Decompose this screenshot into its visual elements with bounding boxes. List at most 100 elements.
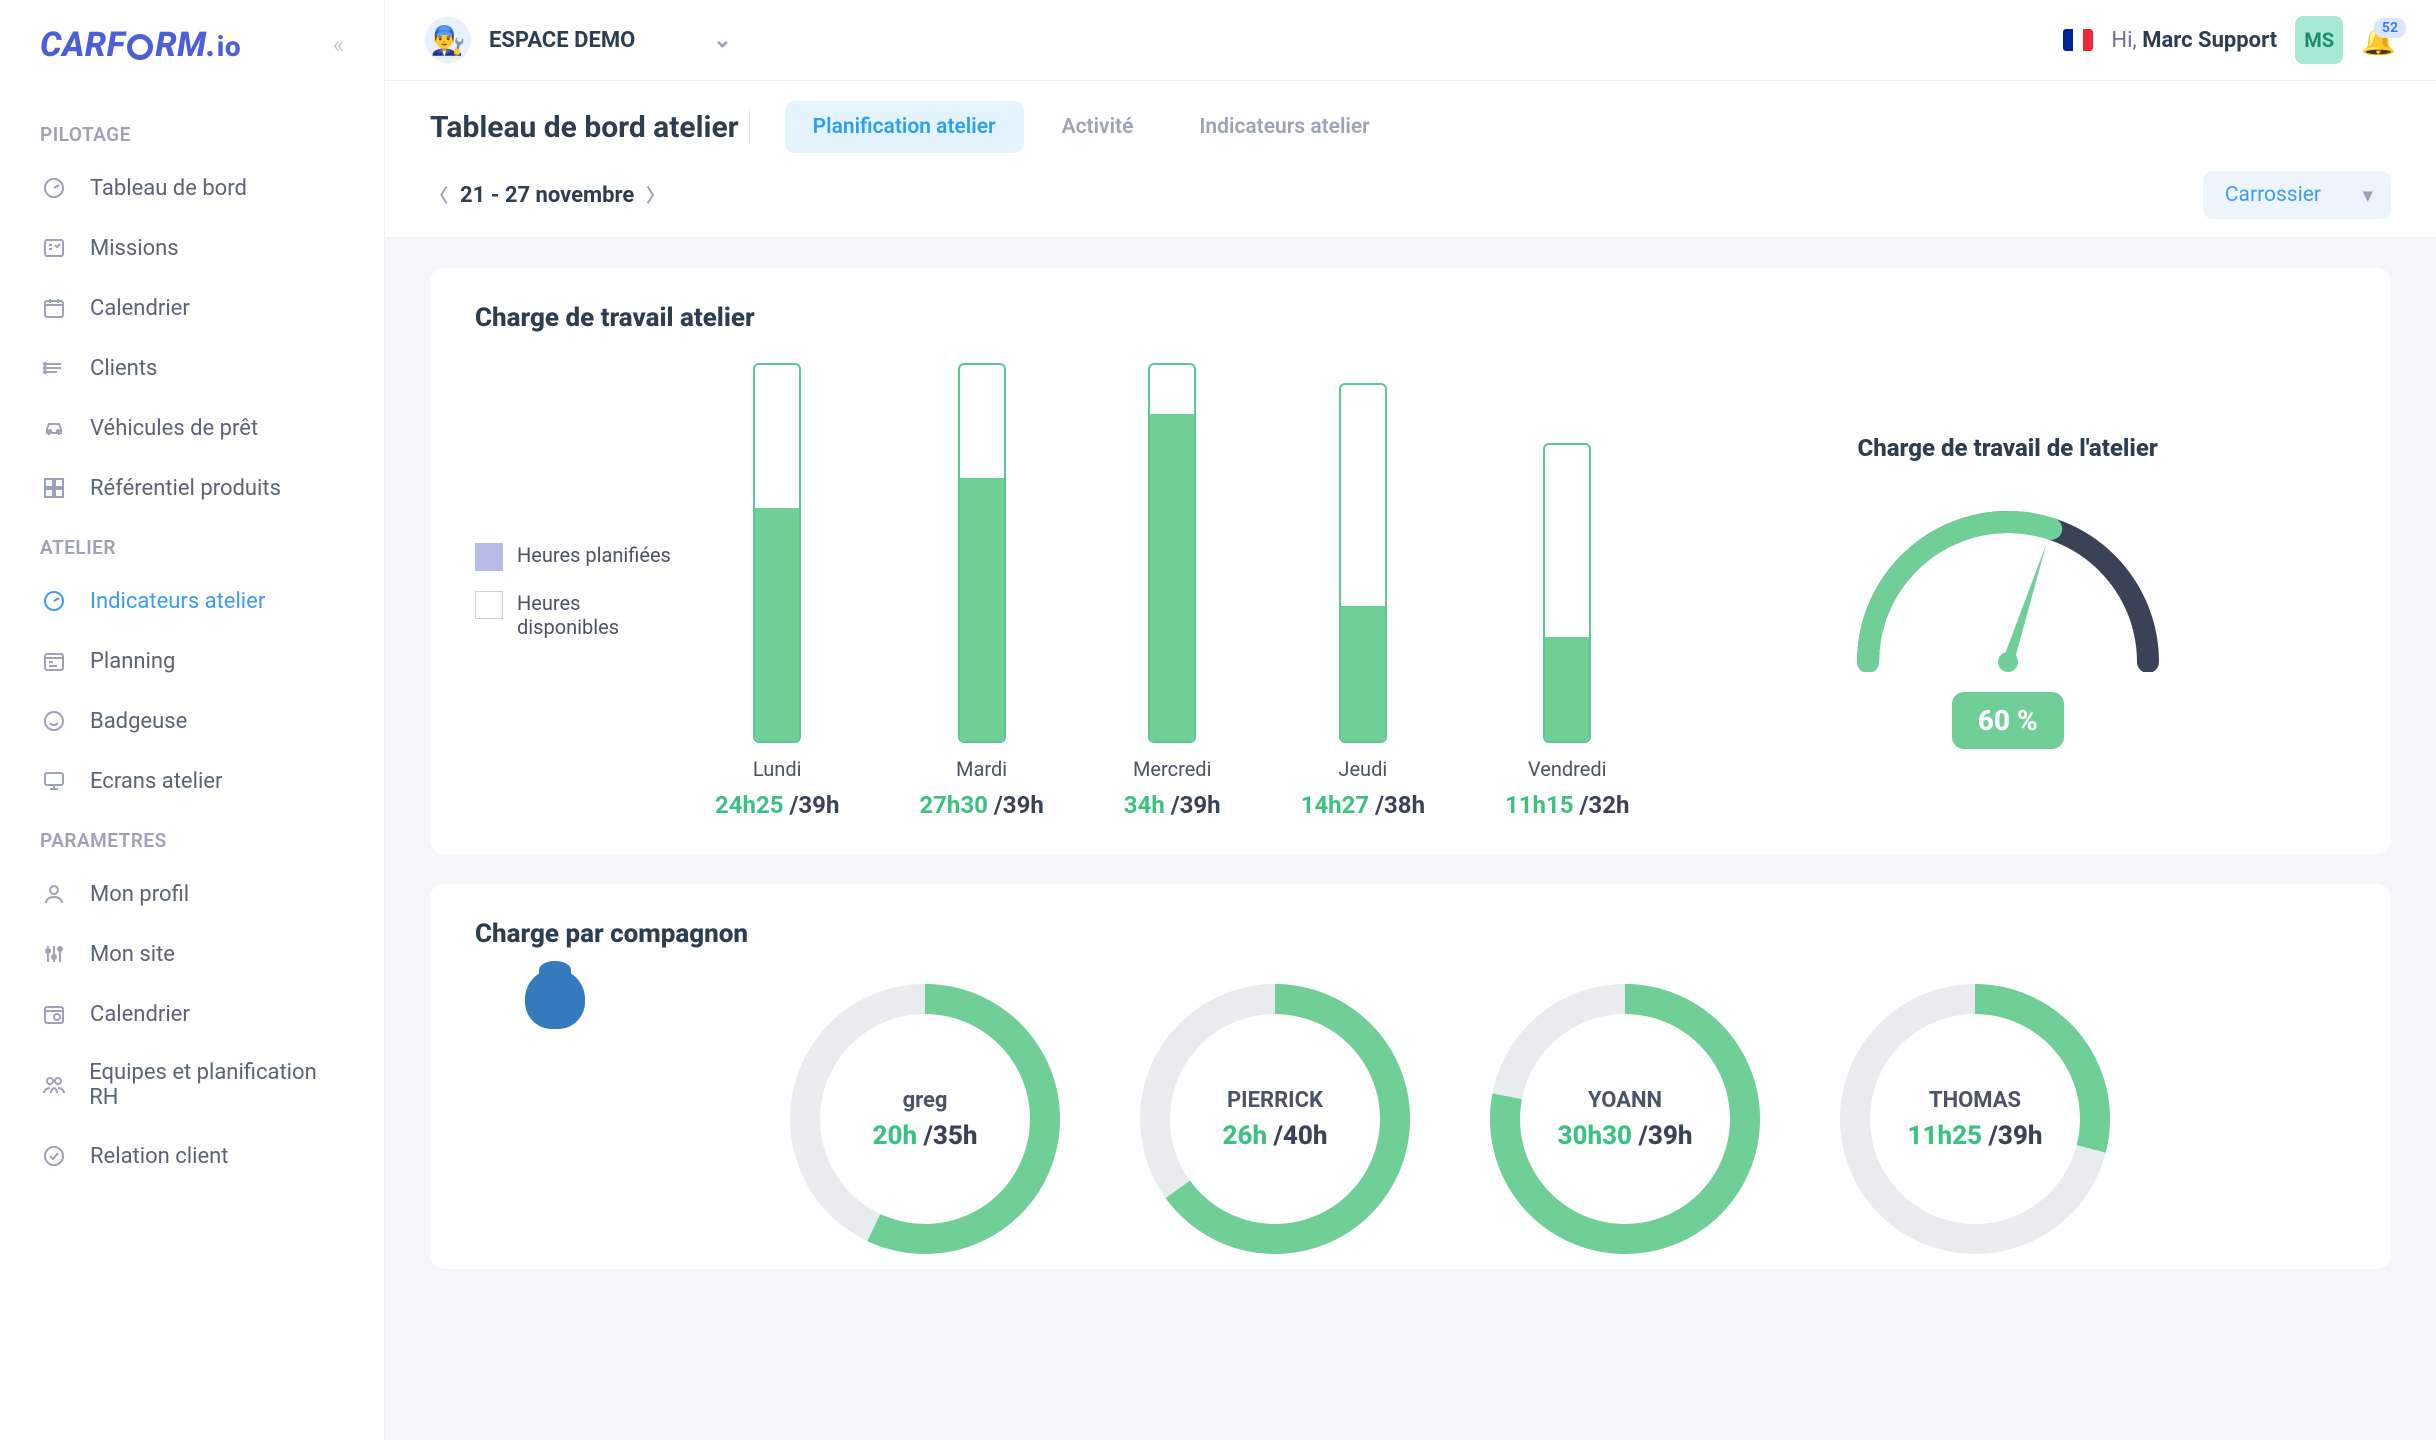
bar-fill	[755, 508, 799, 741]
notifications-button[interactable]: 🔔 52	[2361, 24, 2396, 57]
nav-item-label: Ecrans atelier	[90, 769, 222, 794]
gauge-icon	[40, 174, 68, 202]
nav-item-label: Missions	[90, 236, 179, 261]
workspace-selector[interactable]: 👨‍🔧 ESPACE DEMO ⌄	[425, 17, 822, 63]
bar-values: 34h /39h	[1124, 791, 1221, 819]
companions-card: Charge par compagnon greg 20h /35h PIERR…	[430, 884, 2391, 1269]
nav-item-label: Relation client	[90, 1144, 228, 1169]
sidebar-item-clients[interactable]: Clients	[0, 338, 384, 398]
nav-item-label: Planning	[90, 649, 175, 674]
bar-fill	[1150, 414, 1194, 741]
legend-planned-label: Heures planifiées	[517, 543, 671, 567]
nav-item-label: Equipes et planification RH	[89, 1060, 344, 1110]
user-icon	[40, 880, 68, 908]
main: 👨‍🔧 ESPACE DEMO ⌄ Hi, Marc Support MS 🔔 …	[385, 0, 2436, 1440]
bar-fill	[1545, 637, 1589, 741]
prev-week-button[interactable]: 〈	[430, 182, 448, 208]
nav-item-label: Mon site	[90, 942, 175, 967]
gauge-title: Charge de travail de l'atelier	[1858, 434, 2158, 462]
sidebar-item-indicateurs-atelier[interactable]: Indicateurs atelier	[0, 571, 384, 631]
nav-item-label: Clients	[90, 356, 157, 381]
companion-values: 26h /40h	[1222, 1121, 1327, 1151]
calendar-cog-icon	[40, 1000, 68, 1028]
gauge-section: Charge de travail de l'atelier 60 %	[1669, 434, 2346, 749]
user-avatar[interactable]: MS	[2295, 16, 2343, 64]
bar-values: 11h15 /32h	[1505, 791, 1629, 819]
tab-activité[interactable]: Activité	[1034, 101, 1162, 153]
nav-item-label: Indicateurs atelier	[90, 589, 265, 614]
workload-bar-mardi: Mardi 27h30 /39h	[919, 363, 1043, 819]
nav-item-label: Véhicules de prêt	[90, 416, 258, 441]
sidebar-item-mon-profil[interactable]: Mon profil	[0, 864, 384, 924]
nav-item-label: Référentiel produits	[90, 476, 281, 501]
sidebar-item-mon-site[interactable]: Mon site	[0, 924, 384, 984]
bar-day-label: Vendredi	[1528, 757, 1607, 781]
next-week-button[interactable]: 〉	[646, 182, 664, 208]
gauge-icon	[40, 587, 68, 615]
notification-count: 52	[2374, 18, 2406, 38]
bar-day-label: Mercredi	[1133, 757, 1211, 781]
gauge-value-badge: 60 %	[1952, 692, 2064, 749]
locale-flag-icon[interactable]	[2063, 29, 2093, 51]
companion-name: greg	[903, 1088, 948, 1113]
bar-values: 14h27 /38h	[1301, 791, 1425, 819]
boxes-icon	[40, 474, 68, 502]
car-icon	[40, 414, 68, 442]
workload-bar-lundi: Lundi 24h25 /39h	[715, 363, 839, 819]
chevron-down-icon: ⌄	[713, 28, 731, 53]
subheader: Tableau de bord atelier Planification at…	[385, 81, 2436, 238]
monitor-icon	[40, 767, 68, 795]
sidebar-item-badgeuse[interactable]: Badgeuse	[0, 691, 384, 751]
nav-section-label: PILOTAGE	[0, 105, 384, 158]
workspace-label: ESPACE DEMO	[489, 28, 635, 53]
companion-values: 30h30 /39h	[1557, 1121, 1692, 1151]
sidebar-item-relation-client[interactable]: Relation client	[0, 1126, 384, 1186]
date-range-label: 21 - 27 novembre	[460, 183, 634, 208]
sidebar-item-planning[interactable]: Planning	[0, 631, 384, 691]
legend-available-label: Heures disponibles	[517, 591, 675, 639]
legend-box-planned-icon	[475, 543, 503, 571]
filter-select[interactable]: Carrossier	[2203, 171, 2391, 219]
team-icon	[40, 1071, 67, 1099]
tab-indicateurs-atelier[interactable]: Indicateurs atelier	[1171, 101, 1397, 153]
bar-outer	[1148, 363, 1196, 743]
calendar-icon	[40, 294, 68, 322]
workload-bar-mercredi: Mercredi 34h /39h	[1124, 363, 1221, 819]
workload-card: Charge de travail atelier Heures planifi…	[430, 268, 2391, 854]
workload-title: Charge de travail atelier	[475, 303, 2346, 333]
sidebar-item-equipes-et-planification-rh[interactable]: Equipes et planification RH	[0, 1044, 384, 1126]
sidebar-item-ecrans-atelier[interactable]: Ecrans atelier	[0, 751, 384, 811]
workload-legend: Heures planifiées Heures disponibles	[475, 543, 675, 639]
sidebar-item-référentiel-produits[interactable]: Référentiel produits	[0, 458, 384, 518]
gauge-chart	[1838, 482, 2178, 672]
topbar: 👨‍🔧 ESPACE DEMO ⌄ Hi, Marc Support MS 🔔 …	[385, 0, 2436, 81]
sidebar-item-véhicules-de-prêt[interactable]: Véhicules de prêt	[0, 398, 384, 458]
companion-thomas: THOMAS 11h25 /39h	[1835, 979, 2115, 1259]
companion-pierrick: PIERRICK 26h /40h	[1135, 979, 1415, 1259]
companion-values: 20h /35h	[872, 1121, 977, 1151]
page-title: Tableau de bord atelier	[430, 110, 750, 145]
companion-icon	[525, 969, 585, 1029]
bar-outer	[1339, 383, 1387, 743]
filter-label: Carrossier	[2225, 183, 2321, 207]
sidebar-item-missions[interactable]: Missions	[0, 218, 384, 278]
nav-item-label: Calendrier	[90, 1002, 190, 1027]
collapse-sidebar-button[interactable]: «	[333, 31, 344, 59]
companion-values: 11h25 /39h	[1907, 1121, 2042, 1151]
bar-day-label: Mardi	[956, 757, 1007, 781]
companion-name: THOMAS	[1929, 1088, 2021, 1113]
companion-name: PIERRICK	[1227, 1088, 1323, 1113]
bar-fill	[960, 478, 1004, 741]
smile-icon	[40, 707, 68, 735]
nav-item-label: Badgeuse	[90, 709, 187, 734]
companion-name: YOANN	[1588, 1088, 1662, 1113]
sidebar-item-tableau-de-bord[interactable]: Tableau de bord	[0, 158, 384, 218]
tab-planification-atelier[interactable]: Planification atelier	[785, 101, 1024, 153]
companion-greg: greg 20h /35h	[785, 979, 1065, 1259]
bar-outer	[958, 363, 1006, 743]
nav-section-label: ATELIER	[0, 518, 384, 571]
sidebar-item-calendrier[interactable]: Calendrier	[0, 984, 384, 1044]
sidebar-item-calendrier[interactable]: Calendrier	[0, 278, 384, 338]
companion-yoann: YOANN 30h30 /39h	[1485, 979, 1765, 1259]
users-icon	[40, 354, 68, 382]
